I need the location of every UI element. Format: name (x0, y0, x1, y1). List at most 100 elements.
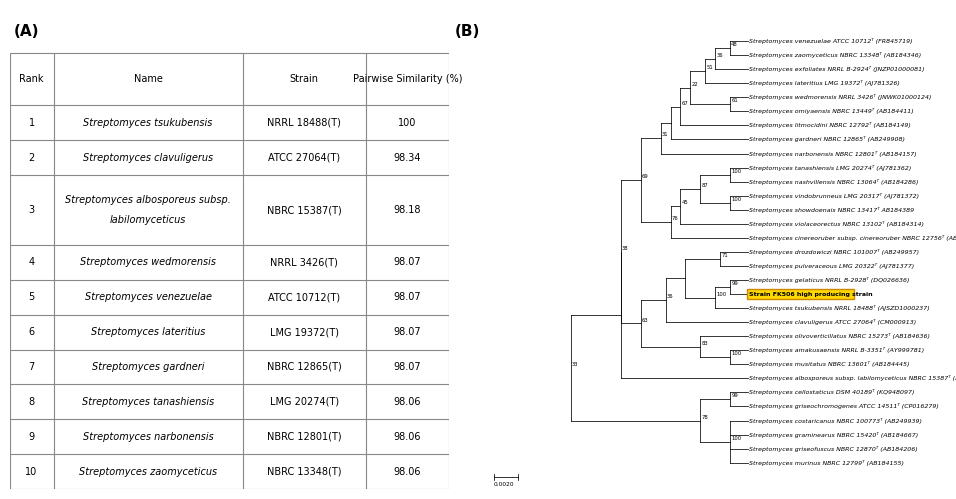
Text: Streptomyces showdoenais NBRC 13417ᵀ AB184389: Streptomyces showdoenais NBRC 13417ᵀ AB1… (750, 207, 914, 213)
Text: ATCC 10712(T): ATCC 10712(T) (268, 292, 340, 302)
Text: 100: 100 (731, 169, 741, 174)
Text: 100: 100 (716, 291, 727, 296)
Text: NBRC 12801(T): NBRC 12801(T) (267, 432, 341, 442)
Text: Rank: Rank (19, 74, 44, 84)
Text: Strain: Strain (290, 74, 318, 84)
Text: Streptomyces musitatus NBRC 13601ᵀ (AB184445): Streptomyces musitatus NBRC 13601ᵀ (AB18… (750, 361, 909, 367)
Text: Streptomyces narbonensis: Streptomyces narbonensis (83, 432, 213, 442)
Text: Pairwise Similarity (%): Pairwise Similarity (%) (353, 74, 463, 84)
Text: 36: 36 (716, 53, 723, 58)
Text: NBRC 15387(T): NBRC 15387(T) (267, 205, 341, 215)
Text: 22: 22 (691, 82, 698, 87)
Text: 48: 48 (731, 42, 738, 47)
Text: 2: 2 (29, 153, 34, 163)
Text: 38: 38 (621, 246, 628, 251)
Text: 78: 78 (702, 415, 708, 420)
Text: Strain FK506 high producing strain: Strain FK506 high producing strain (750, 291, 873, 296)
Text: NBRC 13348(T): NBRC 13348(T) (267, 467, 341, 477)
Text: 71: 71 (721, 253, 728, 258)
Text: (A): (A) (14, 24, 39, 39)
Text: Streptomyces venezuelae ATCC 10712ᵀ (FR845719): Streptomyces venezuelae ATCC 10712ᵀ (FR8… (750, 38, 913, 44)
Text: 100: 100 (731, 197, 741, 202)
Text: Streptomyces wedmorensis: Streptomyces wedmorensis (80, 257, 216, 267)
Text: (B): (B) (454, 24, 480, 39)
Text: 4: 4 (29, 257, 34, 267)
Text: 76: 76 (671, 216, 679, 221)
Text: NBRC 12865(T): NBRC 12865(T) (267, 362, 341, 372)
Text: 51: 51 (706, 65, 713, 70)
Text: Streptomyces violaceorectus NBRC 13102ᵀ (AB184314): Streptomyces violaceorectus NBRC 13102ᵀ … (750, 221, 924, 227)
Text: 3: 3 (29, 205, 34, 215)
Text: Streptomyces murinus NBRC 12799ᵀ (AB184155): Streptomyces murinus NBRC 12799ᵀ (AB1841… (750, 460, 904, 466)
Text: Streptomyces wedmorensis NRRL 3426ᵀ (JNWK01000124): Streptomyces wedmorensis NRRL 3426ᵀ (JNW… (750, 94, 931, 100)
Text: 7: 7 (29, 362, 34, 372)
Text: LMG 20274(T): LMG 20274(T) (270, 397, 338, 407)
Text: Streptomyces griseochromogenes ATCC 14511ᵀ (CP016279): Streptomyces griseochromogenes ATCC 1451… (750, 404, 939, 410)
Text: Streptomyces tanashiensis: Streptomyces tanashiensis (82, 397, 214, 407)
Text: 67: 67 (682, 101, 688, 106)
Text: Streptomyces clavuligerus: Streptomyces clavuligerus (83, 153, 213, 163)
Text: 99: 99 (731, 281, 738, 286)
Text: Streptomyces vindobrunneus LMG 20317ᵀ (AJ781372): Streptomyces vindobrunneus LMG 20317ᵀ (A… (750, 193, 920, 199)
Text: NRRL 18488(T): NRRL 18488(T) (268, 118, 341, 128)
Text: Streptomyces litmocidini NBRC 12792ᵀ (AB184149): Streptomyces litmocidini NBRC 12792ᵀ (AB… (750, 122, 911, 128)
Text: Streptomyces gelaticus NRRL B-2928ᵀ (DQ026636): Streptomyces gelaticus NRRL B-2928ᵀ (DQ0… (750, 277, 909, 283)
Text: Streptomyces griseofuscus NBRC 12870ᵀ (AB184206): Streptomyces griseofuscus NBRC 12870ᵀ (A… (750, 446, 918, 452)
Text: Streptomyces tsukubensis NRRL 18488ᵀ (AJSZD1000237): Streptomyces tsukubensis NRRL 18488ᵀ (AJ… (750, 305, 930, 311)
Text: 61: 61 (731, 98, 738, 103)
Text: 31: 31 (662, 132, 668, 137)
Text: 100: 100 (731, 351, 741, 356)
Text: ATCC 27064(T): ATCC 27064(T) (268, 153, 340, 163)
Text: 100: 100 (731, 436, 741, 441)
Text: Streptomyces narbonensis NBRC 12801ᵀ (AB184157): Streptomyces narbonensis NBRC 12801ᵀ (AB… (750, 151, 917, 157)
Text: Streptomyces lateritius: Streptomyces lateritius (91, 327, 206, 337)
Text: 36: 36 (666, 294, 673, 299)
Text: Streptomyces olivoverticillatus NBRC 15273ᵀ (AB184636): Streptomyces olivoverticillatus NBRC 152… (750, 333, 930, 339)
Text: 100: 100 (399, 118, 417, 128)
Text: 98.07: 98.07 (394, 327, 422, 337)
Text: 8: 8 (29, 397, 34, 407)
Text: 83: 83 (702, 341, 708, 346)
Text: Streptomyces tsukubensis: Streptomyces tsukubensis (83, 118, 213, 128)
Text: Streptomyces omiyaensis NBRC 13449ᵀ (AB184411): Streptomyces omiyaensis NBRC 13449ᵀ (AB1… (750, 108, 914, 114)
Text: Streptomyces costaricanus NBRC 100773ᵀ (AB249939): Streptomyces costaricanus NBRC 100773ᵀ (… (750, 418, 923, 424)
Text: Streptomyces pulveraceous LMG 20322ᵀ (AJ781377): Streptomyces pulveraceous LMG 20322ᵀ (AJ… (750, 263, 914, 269)
Text: Streptomyces tanashiensis LMG 20274ᵀ (AJ781362): Streptomyces tanashiensis LMG 20274ᵀ (AJ… (750, 165, 911, 171)
Text: Streptomyces amakusaensis NRRL B-3351ᵀ (AY999781): Streptomyces amakusaensis NRRL B-3351ᵀ (… (750, 347, 924, 353)
Text: 87: 87 (702, 183, 708, 188)
Text: Name: Name (134, 74, 163, 84)
Text: 98.07: 98.07 (394, 292, 422, 302)
Text: NRRL 3426(T): NRRL 3426(T) (271, 257, 338, 267)
Text: labilomyceticus: labilomyceticus (110, 216, 186, 226)
Text: 9: 9 (29, 432, 34, 442)
Text: Streptomyces gardneri: Streptomyces gardneri (92, 362, 205, 372)
Text: LMG 19372(T): LMG 19372(T) (270, 327, 338, 337)
Text: 63: 63 (641, 317, 648, 322)
Text: 98.06: 98.06 (394, 467, 422, 477)
FancyBboxPatch shape (747, 289, 855, 298)
Text: Streptomyces lateritius LMG 19372ᵀ (AJ781326): Streptomyces lateritius LMG 19372ᵀ (AJ78… (750, 80, 900, 86)
Text: Streptomyces gardneri NBRC 12865ᵀ (AB249908): Streptomyces gardneri NBRC 12865ᵀ (AB249… (750, 137, 905, 143)
Text: 33: 33 (572, 362, 578, 367)
Text: Streptomyces venezuelae: Streptomyces venezuelae (84, 292, 211, 302)
Text: 98.06: 98.06 (394, 397, 422, 407)
Text: Streptomyces zaomyceticus: Streptomyces zaomyceticus (79, 467, 217, 477)
Text: 1: 1 (29, 118, 34, 128)
Text: Streptomyces albosporeus subsp.: Streptomyces albosporeus subsp. (65, 195, 231, 205)
Text: Streptomyces exfoliates NRRL B-2924ᵀ (JNZP01000081): Streptomyces exfoliates NRRL B-2924ᵀ (JN… (750, 66, 924, 72)
Text: Streptomyces albosporeus subsp. labilomyceticus NBRC 15387ᵀ (AB184638): Streptomyces albosporeus subsp. labilomy… (750, 375, 956, 381)
Text: Streptomyces drozdowiczi NBRC 101007ᵀ (AB249957): Streptomyces drozdowiczi NBRC 101007ᵀ (A… (750, 249, 920, 255)
Text: Streptomyces cinereoruber subsp. cinereoruber NBRC 12756ᵀ (AB184121): Streptomyces cinereoruber subsp. cinereo… (750, 235, 956, 241)
Text: 98.34: 98.34 (394, 153, 422, 163)
Text: 0.0020: 0.0020 (494, 482, 514, 487)
Text: 98.06: 98.06 (394, 432, 422, 442)
Text: 6: 6 (29, 327, 34, 337)
Text: 10: 10 (26, 467, 37, 477)
Text: 98.07: 98.07 (394, 257, 422, 267)
Text: Streptomyces clavuligerus ATCC 27064ᵀ (CM000913): Streptomyces clavuligerus ATCC 27064ᵀ (C… (750, 319, 917, 325)
Text: 98.18: 98.18 (394, 205, 422, 215)
Text: 99: 99 (731, 394, 738, 399)
Text: Streptomyces graminearus NBRC 15420ᵀ (AB184667): Streptomyces graminearus NBRC 15420ᵀ (AB… (750, 432, 919, 438)
Text: Streptomyces cellostaticus DSM 40189ᵀ (KQ948097): Streptomyces cellostaticus DSM 40189ᵀ (K… (750, 389, 915, 395)
Text: Streptomyces zaomyceticus NBRC 13348ᵀ (AB184346): Streptomyces zaomyceticus NBRC 13348ᵀ (A… (750, 52, 922, 58)
